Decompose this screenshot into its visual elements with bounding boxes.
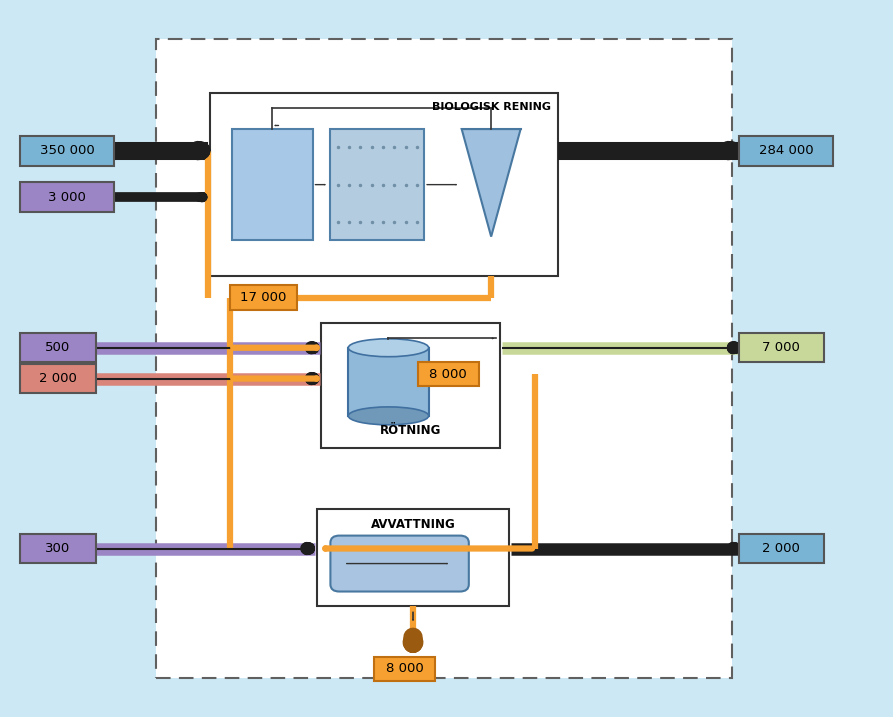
- Text: AVVATTNING: AVVATTNING: [371, 518, 455, 531]
- Text: 8 000: 8 000: [386, 663, 423, 675]
- FancyBboxPatch shape: [374, 657, 435, 681]
- FancyBboxPatch shape: [739, 534, 823, 563]
- Polygon shape: [462, 129, 521, 237]
- Ellipse shape: [348, 407, 429, 424]
- FancyBboxPatch shape: [20, 333, 96, 362]
- FancyBboxPatch shape: [330, 536, 469, 592]
- Text: 7 000: 7 000: [763, 341, 800, 354]
- Text: 500: 500: [46, 341, 71, 354]
- FancyBboxPatch shape: [232, 129, 313, 240]
- FancyBboxPatch shape: [20, 182, 114, 212]
- FancyBboxPatch shape: [330, 129, 424, 240]
- FancyBboxPatch shape: [156, 39, 732, 678]
- FancyBboxPatch shape: [739, 333, 823, 362]
- Text: 3 000: 3 000: [48, 191, 86, 204]
- Ellipse shape: [348, 339, 429, 356]
- FancyBboxPatch shape: [20, 136, 114, 166]
- Text: 2 000: 2 000: [39, 372, 77, 385]
- FancyBboxPatch shape: [317, 509, 509, 606]
- FancyBboxPatch shape: [348, 348, 429, 416]
- Text: 2 000: 2 000: [763, 542, 800, 555]
- FancyBboxPatch shape: [20, 534, 96, 563]
- FancyBboxPatch shape: [230, 285, 296, 310]
- FancyBboxPatch shape: [210, 93, 558, 276]
- Text: 300: 300: [46, 542, 71, 555]
- Text: 350 000: 350 000: [39, 144, 95, 157]
- FancyBboxPatch shape: [321, 323, 500, 448]
- Text: 8 000: 8 000: [430, 368, 467, 381]
- FancyBboxPatch shape: [20, 364, 96, 393]
- Text: 284 000: 284 000: [758, 144, 814, 157]
- Text: RÖTNING: RÖTNING: [380, 424, 441, 437]
- FancyBboxPatch shape: [418, 362, 479, 386]
- Text: 17 000: 17 000: [240, 291, 287, 304]
- Text: BIOLOGISK RENING: BIOLOGISK RENING: [432, 102, 551, 112]
- FancyBboxPatch shape: [739, 136, 832, 166]
